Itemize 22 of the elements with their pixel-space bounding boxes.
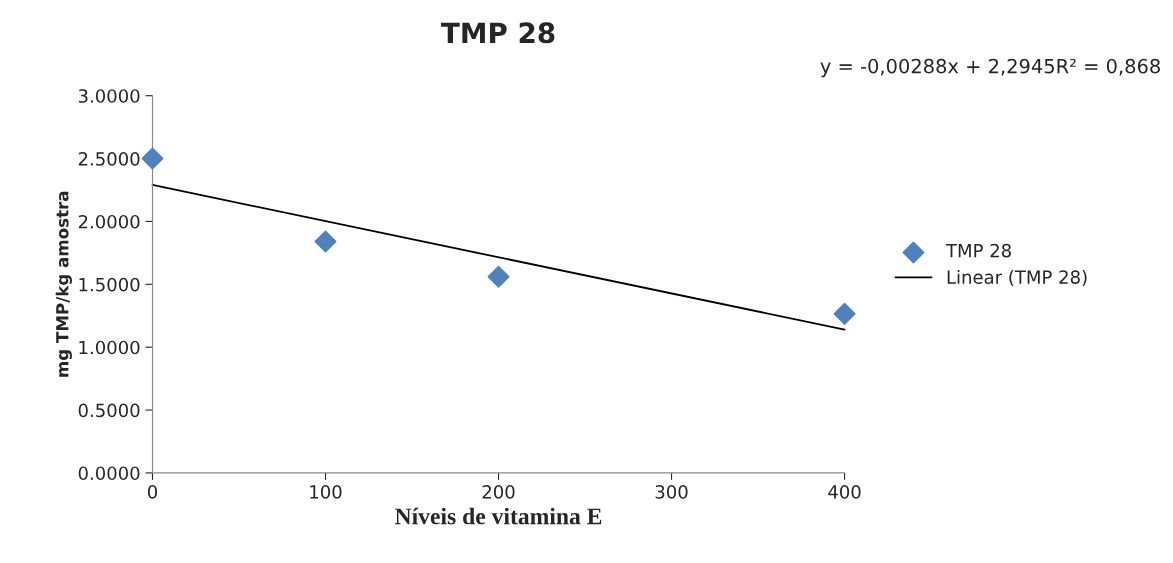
point [487,265,510,288]
legend-label: Linear (TMP 28) [947,269,1087,287]
x-tick-label: 0 [147,485,158,499]
y-tick-label: 2.5000 [78,152,140,166]
y-tick-label: 1.5000 [79,277,140,292]
y-tick-label: 1.0000 [79,340,140,355]
point [141,147,164,170]
x-axis-title: Níveis de vitamina E [395,507,602,525]
y-tick-label: 2.0000 [78,214,140,229]
chart-title: TMP 28 [441,22,555,44]
y-tick-label: 3.0000 [78,89,140,103]
text: y = -0,00288x + 2,2945R² = 0,868 [820,58,1160,78]
x-tick-label: 300 [655,485,688,499]
x-tick-label: 100 [310,485,342,499]
y-axis-title: mg TMP/kg amostra [55,191,72,377]
legend-label: TMP 28 [945,243,1011,258]
point [833,302,856,325]
y-tick-label: 0.5000 [78,403,140,418]
y-tick-label: 0.0000 [78,466,140,481]
point [314,230,337,253]
x-tick-label: 400 [828,485,861,499]
x-tick-label: 200 [482,485,515,499]
